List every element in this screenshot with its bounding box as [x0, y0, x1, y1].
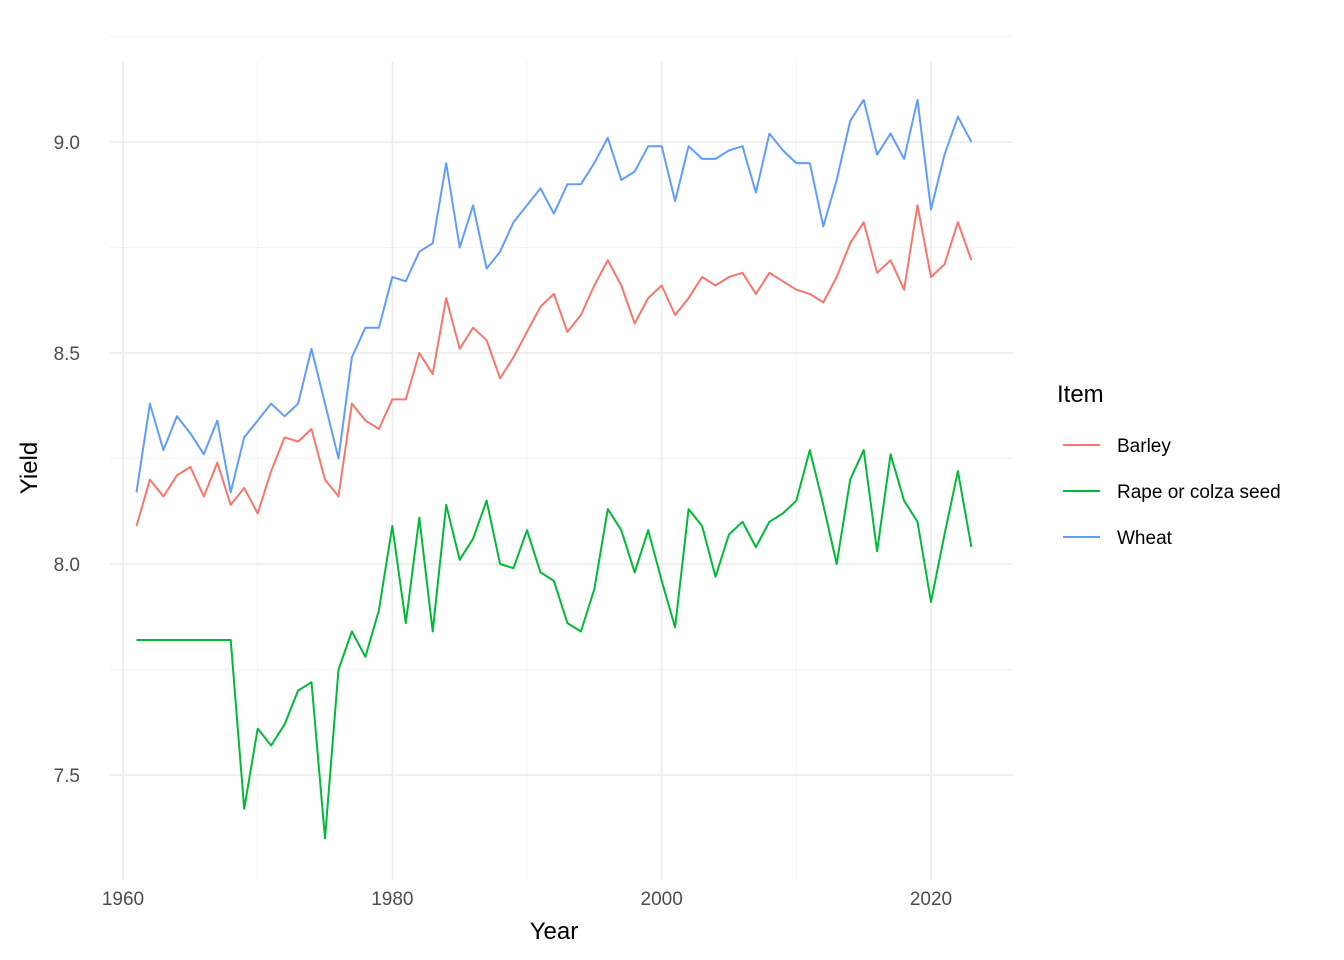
legend-label: Wheat — [1117, 528, 1173, 549]
series-line-rape-or-colza-seed — [136, 449, 973, 840]
y-tick-label: 8.5 — [54, 344, 80, 365]
y-axis-title: Yield — [16, 442, 43, 494]
grid — [110, 36, 1013, 880]
x-axis-ticks: 1960 1980 2000 2020 — [102, 889, 952, 910]
y-axis-ticks: 7.5 8.0 8.5 9.0 — [54, 133, 80, 787]
legend-item-wheat: Wheat — [1063, 528, 1173, 549]
y-tick-label: 9.0 — [54, 133, 80, 154]
legend-item-rape-or-colza-seed: Rape or colza seed — [1063, 482, 1281, 503]
series-line-barley — [135, 204, 973, 527]
y-tick-label: 8.0 — [54, 555, 80, 576]
legend: Item Barley Rape or colza seed Wheat — [1057, 381, 1281, 549]
y-tick-label: 7.5 — [54, 766, 80, 787]
series-line-wheat — [135, 98, 973, 494]
x-tick-label: 2020 — [910, 889, 952, 910]
x-tick-label: 1960 — [102, 889, 144, 910]
legend-title: Item — [1057, 381, 1104, 408]
plot-lines — [135, 98, 973, 840]
x-axis-title: Year — [530, 918, 579, 945]
x-tick-label: 2000 — [641, 889, 683, 910]
legend-label: Rape or colza seed — [1117, 482, 1281, 503]
legend-item-barley: Barley — [1063, 436, 1171, 457]
legend-label: Barley — [1117, 436, 1171, 457]
x-tick-label: 1980 — [371, 889, 413, 910]
